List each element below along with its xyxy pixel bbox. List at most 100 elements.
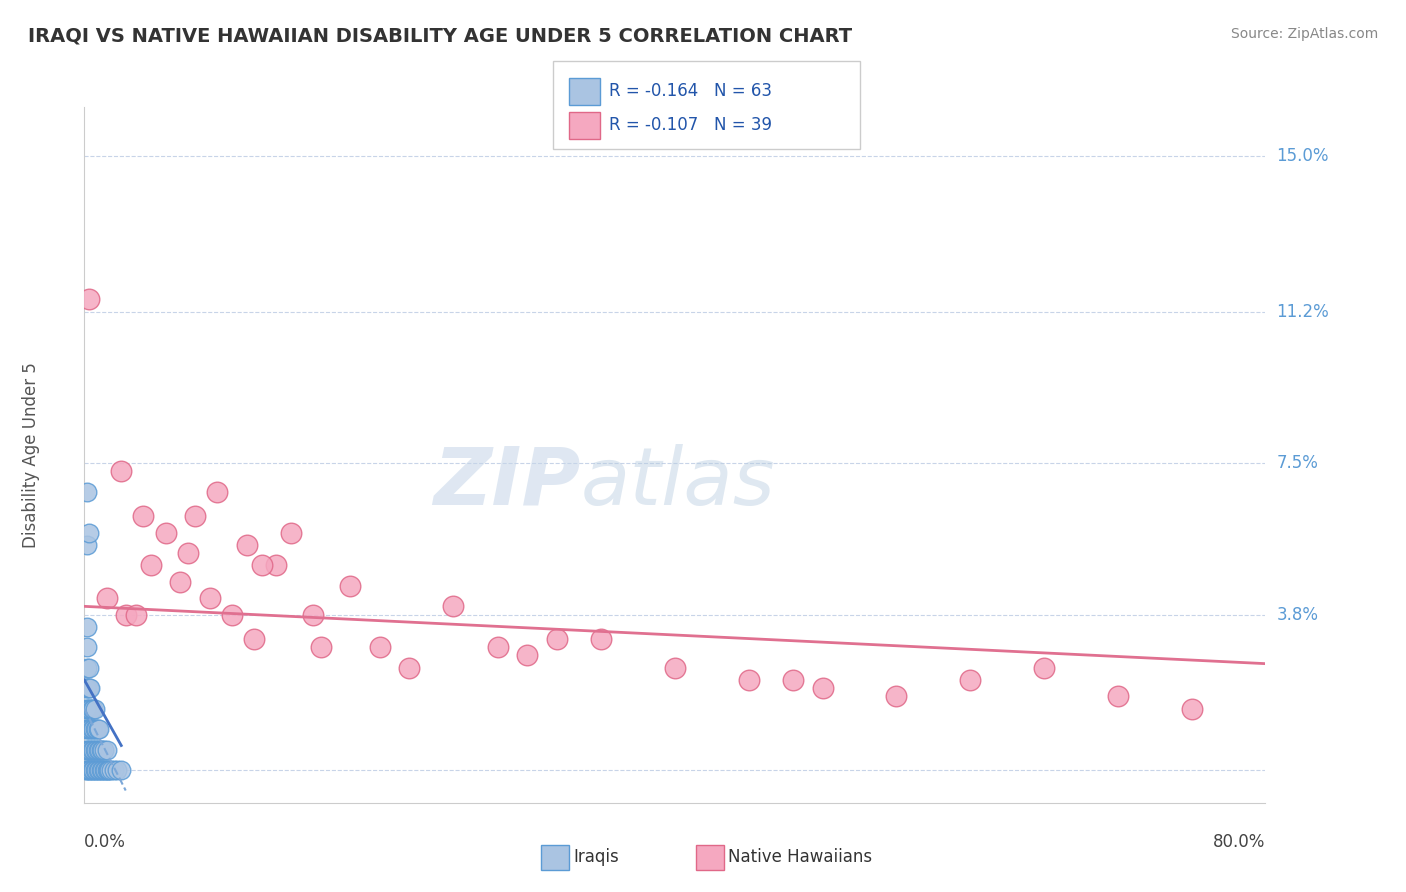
Point (90, 763, 112, 777)
Point (80, 763, 103, 777)
Point (339, 579, 361, 593)
Point (97, 763, 120, 777)
Point (105, 763, 128, 777)
Point (90, 742, 112, 756)
Point (98, 763, 121, 777)
Point (76, 763, 98, 777)
Point (86, 763, 108, 777)
Point (76, 701, 98, 715)
Text: 15.0%: 15.0% (1277, 147, 1329, 165)
Point (80, 701, 103, 715)
Point (250, 558, 273, 573)
Point (886, 690, 908, 704)
Point (546, 632, 568, 646)
Point (76, 484, 98, 499)
Point (110, 763, 132, 777)
Point (93, 763, 115, 777)
Point (79, 722, 101, 736)
Point (302, 607, 325, 622)
Point (86, 722, 108, 736)
Point (75, 681, 97, 696)
Point (84, 763, 107, 777)
Point (77, 681, 100, 696)
Point (80, 722, 103, 736)
Text: 80.0%: 80.0% (1213, 833, 1265, 851)
Point (83, 701, 105, 715)
Point (125, 607, 148, 622)
Point (782, 673, 804, 687)
Point (75, 701, 97, 715)
Point (77, 742, 100, 756)
Point (79, 763, 101, 777)
Point (959, 673, 981, 687)
Point (1180, 701, 1202, 715)
Point (87, 763, 111, 777)
Point (738, 673, 761, 687)
Point (811, 681, 834, 696)
Point (82, 763, 104, 777)
Point (198, 591, 221, 606)
Point (76, 722, 98, 736)
Text: ZIP: ZIP (433, 443, 581, 522)
Text: Iraqis: Iraqis (574, 848, 620, 866)
Point (84, 722, 107, 736)
Point (79, 701, 101, 715)
Point (83, 763, 105, 777)
Point (75, 763, 97, 777)
Point (184, 509, 207, 524)
Point (221, 607, 243, 622)
Point (77, 293, 100, 307)
Point (77, 763, 100, 777)
Point (280, 525, 302, 540)
Point (75, 742, 97, 756)
Point (76, 681, 98, 696)
Point (93, 742, 115, 756)
Point (243, 632, 266, 646)
Point (264, 558, 288, 573)
Text: 7.5%: 7.5% (1277, 454, 1319, 472)
Point (114, 607, 136, 622)
Point (169, 574, 191, 589)
Point (177, 546, 200, 560)
Point (82, 701, 104, 715)
Point (80, 742, 103, 756)
Text: Source: ZipAtlas.com: Source: ZipAtlas.com (1230, 27, 1378, 41)
Point (139, 558, 162, 573)
Point (76, 620, 98, 634)
Point (87, 742, 111, 756)
Point (83, 722, 105, 736)
Point (132, 509, 155, 524)
Point (368, 640, 391, 655)
Point (91, 742, 114, 756)
Point (516, 648, 538, 663)
Text: 0.0%: 0.0% (84, 833, 127, 851)
Point (82, 722, 104, 736)
Point (87, 722, 111, 736)
Point (309, 640, 332, 655)
Point (84, 742, 107, 756)
Text: 11.2%: 11.2% (1277, 302, 1329, 321)
Point (75, 722, 97, 736)
Point (235, 538, 259, 552)
Point (205, 484, 228, 499)
Point (103, 763, 125, 777)
Point (96, 763, 118, 777)
Point (96, 591, 118, 606)
Text: atlas: atlas (581, 443, 775, 522)
Point (441, 599, 464, 614)
Point (1107, 690, 1129, 704)
Point (83, 742, 105, 756)
Text: Disability Age Under 5: Disability Age Under 5 (22, 362, 41, 548)
Point (155, 525, 177, 540)
Point (76, 640, 98, 655)
Point (664, 661, 686, 675)
Point (79, 681, 101, 696)
Text: R = -0.164   N = 63: R = -0.164 N = 63 (609, 82, 772, 101)
Point (91, 763, 114, 777)
Point (77, 722, 100, 736)
Point (591, 632, 613, 646)
Point (82, 742, 104, 756)
Point (76, 742, 98, 756)
Point (94, 763, 117, 777)
Text: IRAQI VS NATIVE HAWAIIAN DISABILITY AGE UNDER 5 CORRELATION CHART: IRAQI VS NATIVE HAWAIIAN DISABILITY AGE … (28, 27, 852, 45)
